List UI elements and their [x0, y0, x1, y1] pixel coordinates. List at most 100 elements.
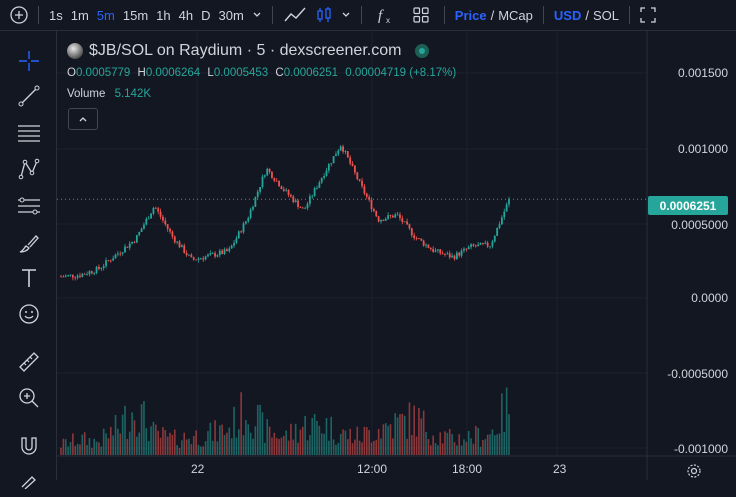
volume-bar [74, 445, 77, 455]
candle [121, 252, 124, 254]
chevron-down-icon[interactable] [248, 0, 266, 30]
ruler-icon[interactable] [14, 347, 44, 377]
settings-gear-icon[interactable] [686, 463, 702, 484]
volume-bar [173, 429, 176, 455]
candle [247, 217, 250, 222]
volume-bar [190, 444, 193, 455]
candle [503, 211, 506, 218]
chevron-down-icon[interactable] [337, 0, 355, 30]
usd-option[interactable]: USD [553, 7, 582, 23]
pattern-icon[interactable] [14, 154, 44, 184]
horizontal-lines-icon[interactable] [14, 118, 44, 148]
crosshair-icon[interactable] [14, 46, 44, 76]
line-chart-icon[interactable] [279, 0, 311, 30]
volume-bar [365, 427, 368, 455]
candle [233, 242, 235, 246]
candle [484, 242, 487, 244]
interval-1m[interactable]: 1m [70, 7, 89, 23]
zoom-in-icon[interactable] [14, 383, 44, 413]
volume-bar [287, 440, 290, 455]
volume-bar [207, 431, 209, 455]
interval-30m[interactable]: 30m [218, 7, 244, 23]
volume-bar [228, 427, 231, 455]
candle [467, 246, 470, 250]
candle [458, 252, 461, 256]
mcap-option[interactable]: MCap [498, 7, 533, 23]
volume-bar [245, 420, 247, 455]
candle [477, 244, 480, 247]
candle [479, 242, 482, 245]
volume-bar [102, 428, 105, 455]
interval-d[interactable]: D [201, 7, 211, 23]
candle [486, 242, 489, 247]
candle [472, 244, 475, 246]
add-icon[interactable] [0, 0, 32, 30]
volume-bar [181, 440, 183, 455]
volume-bar [332, 439, 335, 455]
volume-bar [192, 436, 195, 455]
candle [140, 228, 143, 232]
interval-1s[interactable]: 1s [49, 7, 63, 23]
candle [228, 248, 231, 252]
candles-icon[interactable] [311, 0, 337, 30]
usd-sol-toggle[interactable]: USD / SOL [550, 0, 623, 30]
candle [380, 219, 382, 222]
candle [116, 253, 119, 255]
candle [180, 245, 183, 248]
forecast-icon[interactable] [14, 191, 44, 221]
volume-bar [458, 434, 461, 455]
brush-icon[interactable] [14, 228, 44, 258]
volume-bar [285, 430, 287, 455]
candle [135, 235, 138, 243]
price-mcap-toggle[interactable]: Price / MCap [451, 0, 537, 30]
volume-bar [133, 420, 136, 455]
candle [339, 146, 342, 151]
volume-bar [330, 416, 333, 455]
collapse-legend-button[interactable] [68, 108, 98, 130]
candle [62, 276, 65, 278]
fullscreen-icon[interactable] [636, 0, 660, 30]
candle [263, 175, 266, 177]
volume-bar [344, 430, 347, 455]
text-icon[interactable] [14, 263, 44, 293]
candle [297, 200, 299, 207]
volume-bar [358, 440, 361, 455]
candle [356, 172, 359, 180]
time-tick: 22 [191, 462, 205, 476]
price-chart[interactable] [57, 31, 736, 480]
magnet-icon[interactable] [14, 431, 44, 461]
volume-bar [467, 431, 470, 455]
volume-bar [503, 431, 506, 455]
interval-5m[interactable]: 5m [96, 7, 115, 23]
interval-15m[interactable]: 15m [122, 7, 149, 23]
candle [152, 207, 155, 214]
smiley-icon[interactable] [14, 299, 44, 329]
candle [102, 266, 105, 269]
candle [226, 249, 228, 252]
sol-option[interactable]: SOL [592, 7, 619, 23]
volume-bar [351, 443, 354, 455]
interval-1h[interactable]: 1h [156, 7, 171, 23]
volume-bar [361, 442, 363, 455]
candle [143, 224, 145, 229]
candle [157, 208, 160, 212]
candle [285, 189, 288, 191]
divider [443, 6, 445, 24]
volume-bar [140, 404, 143, 455]
volume-bar [493, 435, 496, 455]
price-option[interactable]: Price [454, 7, 487, 23]
close-value: 0.0006251 [283, 67, 339, 79]
price-tick: -0.001000 [673, 442, 728, 456]
pencil-lock-icon[interactable] [14, 467, 44, 497]
volume-bar [195, 430, 197, 455]
volume-bar [460, 445, 463, 455]
candle [261, 176, 264, 187]
volume-bar [465, 441, 468, 455]
interval-4h[interactable]: 4h [178, 7, 194, 23]
candle [410, 228, 413, 236]
layout-grid-icon[interactable] [404, 0, 438, 30]
trend-line-icon[interactable] [14, 81, 44, 111]
volume-bar [67, 446, 69, 455]
